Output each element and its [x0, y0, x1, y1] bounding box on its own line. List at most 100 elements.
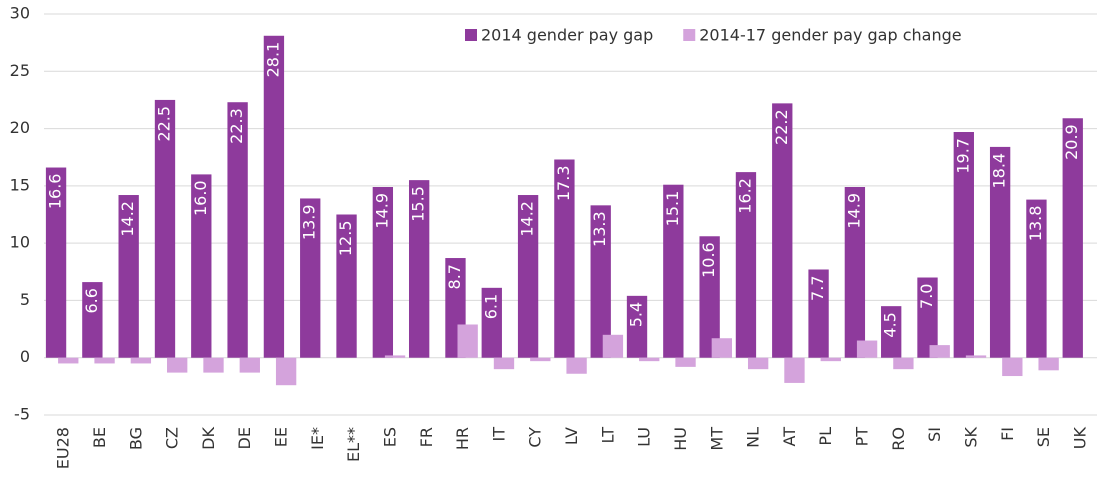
- x-tick-label: DK: [199, 426, 218, 449]
- bar: [94, 357, 115, 364]
- bar: [639, 357, 660, 362]
- x-tick-label: BE: [90, 427, 109, 448]
- x-tick-label: LV: [562, 427, 581, 445]
- y-tick-label: 25: [10, 61, 30, 80]
- value-label: 14.2: [518, 201, 537, 237]
- value-label: 28.1: [263, 42, 282, 78]
- y-tick-label: 20: [10, 118, 30, 137]
- bar: [530, 357, 551, 362]
- bar: [457, 324, 478, 358]
- value-label: 6.1: [481, 294, 500, 319]
- value-label: 12.5: [336, 221, 355, 257]
- legend-swatch: [465, 29, 477, 41]
- value-label: 22.3: [227, 108, 246, 144]
- x-tick-label: IE*: [308, 427, 327, 450]
- x-tick-label: SK: [961, 427, 980, 448]
- x-tick-label: HR: [453, 427, 472, 450]
- value-label: 10.6: [699, 242, 718, 278]
- x-tick-label: PT: [853, 427, 872, 447]
- bar: [735, 172, 757, 358]
- x-tick-label: EL**: [344, 427, 363, 462]
- bar: [227, 102, 248, 358]
- bar: [784, 357, 805, 383]
- value-label: 14.9: [844, 193, 863, 229]
- value-label: 22.2: [772, 109, 791, 145]
- value-label: 15.5: [409, 186, 428, 222]
- x-tick-label: LT: [598, 427, 617, 444]
- bar: [1026, 199, 1047, 358]
- bar: [602, 334, 624, 358]
- bar: [167, 357, 188, 373]
- bar: [82, 282, 103, 358]
- value-label: 13.8: [1026, 206, 1045, 242]
- x-tick-label: FI: [998, 427, 1017, 441]
- x-tick-label: AT: [780, 427, 799, 447]
- value-label: 15.1: [663, 191, 682, 227]
- bar: [130, 357, 152, 364]
- y-tick-label: 10: [10, 233, 30, 252]
- bar: [263, 35, 285, 358]
- bar: [154, 99, 176, 358]
- bar: [203, 357, 224, 373]
- bar: [408, 180, 430, 358]
- x-tick-label: ES: [380, 427, 399, 447]
- bar: [372, 187, 394, 358]
- y-tick-label: 15: [10, 175, 30, 194]
- y-tick-label: 0: [20, 347, 30, 366]
- x-tick-label: SI: [925, 427, 944, 442]
- bar: [191, 174, 212, 358]
- value-label: 22.5: [154, 106, 173, 142]
- value-label: 5.4: [627, 302, 646, 327]
- value-label: 16.2: [735, 178, 754, 214]
- bar: [881, 306, 902, 358]
- value-label: 7.0: [917, 284, 936, 309]
- value-label: 19.7: [953, 138, 972, 174]
- value-label: 13.3: [590, 211, 609, 247]
- bar: [844, 187, 866, 358]
- y-tick-label: -5: [14, 405, 30, 424]
- x-tick-label: HU: [671, 427, 690, 451]
- bar: [808, 269, 829, 358]
- bar: [663, 184, 684, 358]
- value-label: 18.4: [990, 153, 1009, 189]
- bar: [554, 159, 575, 358]
- x-tick-label: DE: [235, 427, 254, 449]
- x-tick-label: MT: [707, 427, 726, 451]
- value-label: 4.5: [881, 312, 900, 337]
- bar: [699, 236, 720, 358]
- bar: [590, 205, 611, 358]
- bar: [1062, 118, 1083, 358]
- bar: [820, 357, 841, 362]
- bar: [45, 167, 67, 358]
- x-tick-label: IT: [489, 427, 508, 442]
- bar: [747, 357, 769, 370]
- bar: [481, 287, 502, 358]
- x-tick-label: CY: [526, 427, 545, 448]
- value-label: 14.2: [118, 201, 137, 237]
- x-tick-label: BG: [126, 427, 145, 450]
- bar: [929, 345, 950, 358]
- value-label: 7.7: [808, 275, 827, 300]
- value-label: 20.9: [1062, 124, 1081, 160]
- x-tick-label: UK: [1070, 426, 1089, 449]
- bar: [953, 132, 974, 358]
- bar: [118, 195, 139, 358]
- legend-label: 2014-17 gender pay gap change: [699, 26, 961, 45]
- legend-swatch: [683, 29, 696, 41]
- bar: [336, 214, 357, 358]
- value-label: 14.9: [372, 193, 391, 229]
- value-label: 6.6: [82, 288, 101, 313]
- bar: [300, 198, 321, 358]
- bar: [275, 357, 297, 386]
- x-tick-label: SE: [1034, 427, 1053, 447]
- x-tick-label: LU: [635, 427, 654, 447]
- bar: [1038, 357, 1059, 371]
- x-tick-label: EE: [272, 427, 291, 447]
- bar: [566, 357, 587, 374]
- bar: [1002, 357, 1023, 377]
- value-label: 16.0: [191, 180, 210, 216]
- x-tick-label: EU28: [54, 427, 73, 469]
- bar: [626, 295, 648, 358]
- x-tick-label: FR: [417, 427, 436, 447]
